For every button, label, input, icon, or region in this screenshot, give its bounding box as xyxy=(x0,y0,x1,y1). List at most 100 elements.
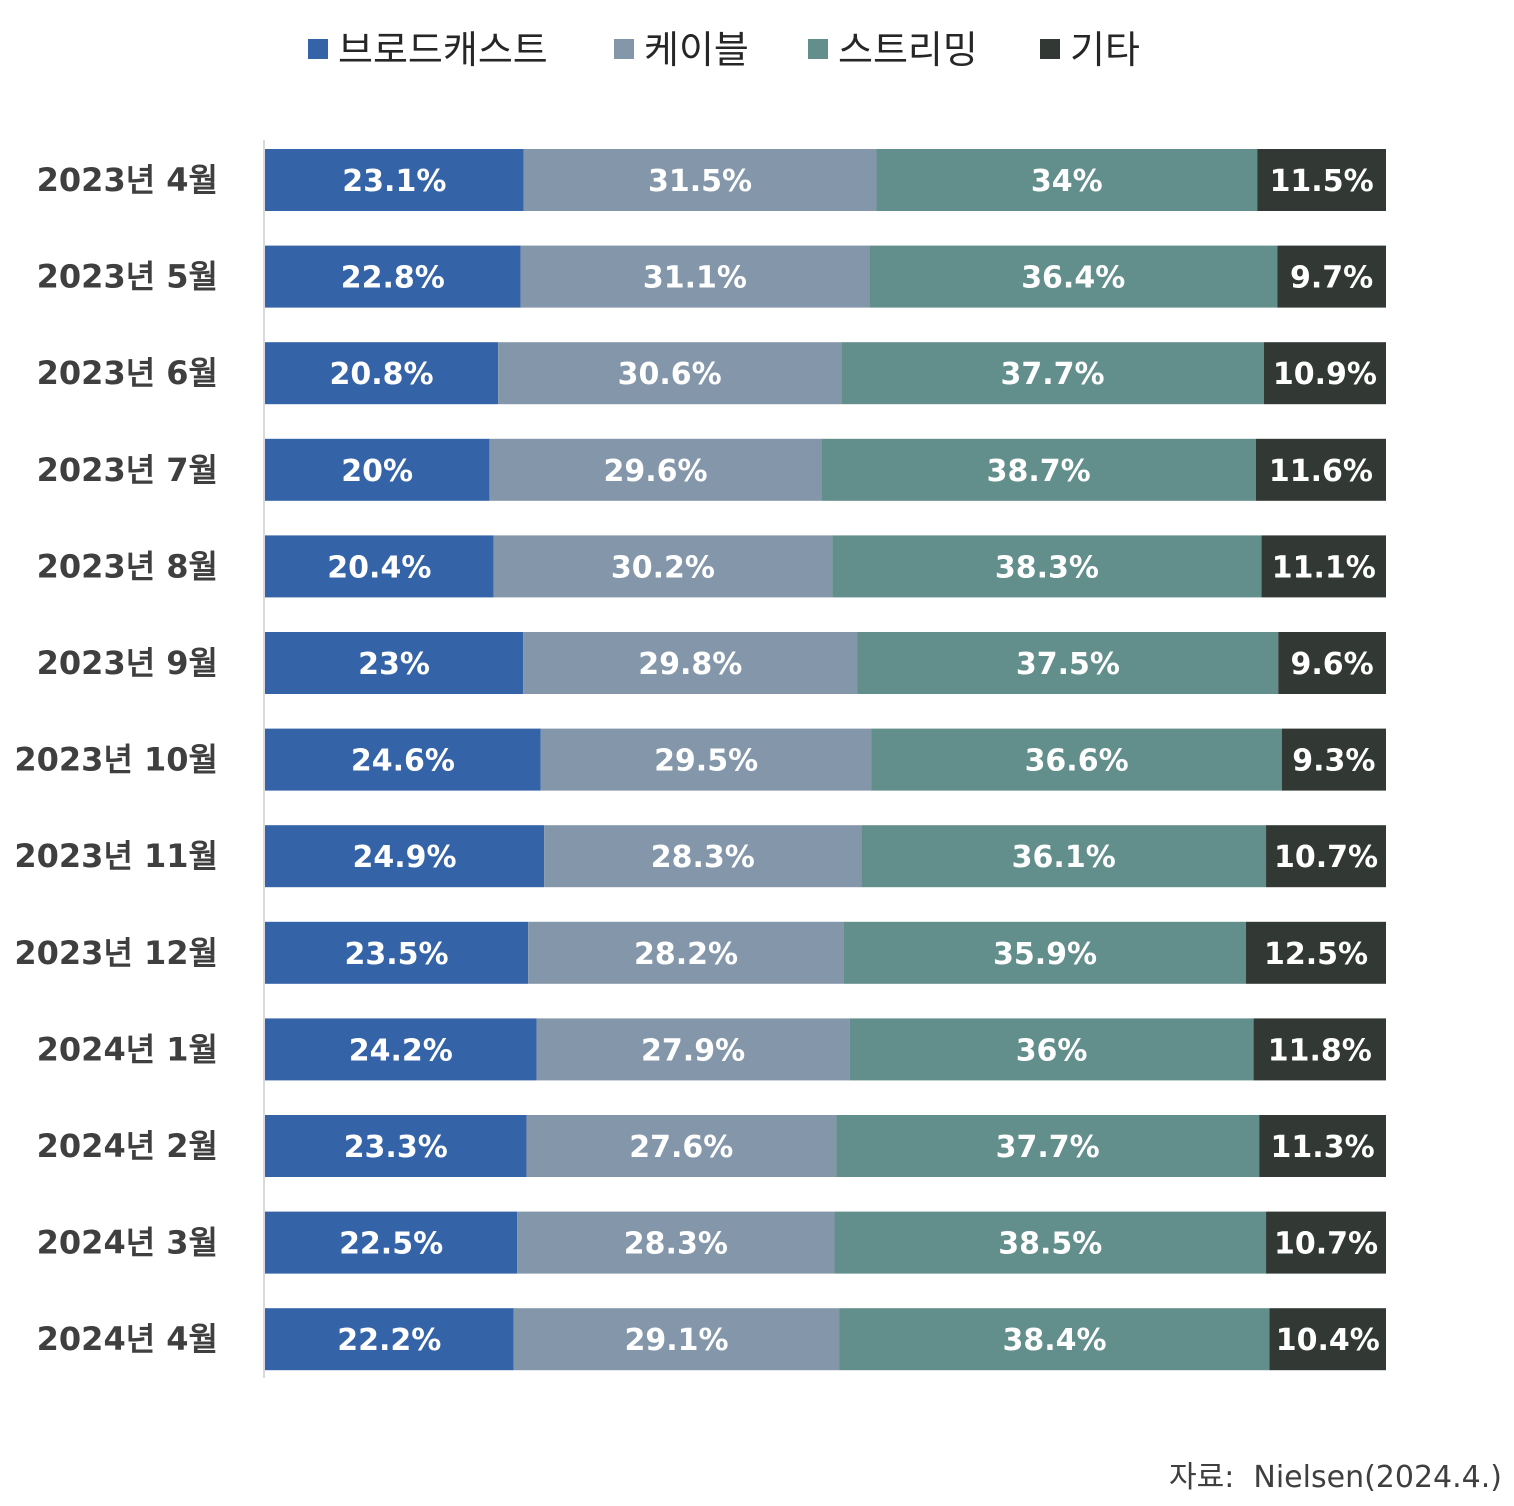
data-label: 29.1% xyxy=(625,1323,729,1358)
data-label: 20.4% xyxy=(327,550,431,585)
bar-segment xyxy=(1246,921,1386,984)
bar-segment xyxy=(1278,632,1386,694)
bar-segment xyxy=(493,535,833,598)
bar-segment xyxy=(265,149,524,211)
category-label: 2023년 7월 xyxy=(37,451,218,489)
bar-segment xyxy=(265,438,490,501)
data-label: 36.1% xyxy=(1012,840,1116,875)
data-label: 37.7% xyxy=(1000,357,1104,392)
category-label: 2023년 12월 xyxy=(14,934,218,972)
bar-segment xyxy=(839,1308,1270,1371)
data-label: 11.6% xyxy=(1269,454,1373,489)
bar-segment xyxy=(498,342,842,405)
category-label: 2024년 1월 xyxy=(37,1030,218,1068)
data-label: 29.5% xyxy=(654,744,758,779)
category-label: 2023년 10월 xyxy=(14,741,218,779)
data-label: 31.5% xyxy=(648,164,752,199)
bar-segment xyxy=(265,1018,537,1081)
category-label: 2023년 11월 xyxy=(14,837,218,875)
data-label: 22.5% xyxy=(339,1227,443,1262)
bar-segment xyxy=(1281,728,1386,791)
data-label: 37.7% xyxy=(996,1130,1100,1165)
data-label: 9.7% xyxy=(1290,261,1373,296)
legend-label: 케이블 xyxy=(644,28,749,72)
data-label: 24.6% xyxy=(351,744,455,779)
bar-segment xyxy=(876,149,1258,211)
bar-segment xyxy=(849,1018,1254,1081)
bar-segment xyxy=(265,245,521,308)
data-label: 10.7% xyxy=(1274,840,1378,875)
category-label: 2023년 4월 xyxy=(37,161,218,199)
bar-segment xyxy=(265,1308,514,1371)
data-label: 10.9% xyxy=(1273,357,1377,392)
legend-item: 기타 xyxy=(1040,28,1140,72)
category-label: 2024년 3월 xyxy=(37,1224,218,1262)
bar-segment xyxy=(1257,149,1386,211)
bar-segment xyxy=(857,632,1279,694)
bar-segment xyxy=(1263,342,1386,405)
legend-swatch xyxy=(614,39,634,59)
bar-segment xyxy=(1259,1115,1386,1177)
bar-segment xyxy=(1277,245,1386,308)
source-note: 자료: Nielsen(2024.4.) xyxy=(1169,1460,1502,1495)
data-label: 10.7% xyxy=(1274,1227,1378,1262)
data-label: 36.6% xyxy=(1025,744,1129,779)
legend: 브로드캐스트 케이블 스트리밍 기타 xyxy=(308,28,1140,72)
bar-segment xyxy=(1253,1018,1386,1081)
category-label: 2023년 9월 xyxy=(37,644,218,682)
data-label: 29.6% xyxy=(603,454,707,489)
bar-segment xyxy=(265,1115,527,1177)
data-label: 23.5% xyxy=(345,937,449,972)
bar-segment xyxy=(265,728,541,791)
data-label: 9.3% xyxy=(1292,744,1375,779)
bar-segment xyxy=(1269,1308,1386,1371)
bar-segment xyxy=(836,1115,1260,1177)
data-label: 28.2% xyxy=(634,937,738,972)
bar-segment xyxy=(528,921,844,984)
data-label: 29.8% xyxy=(638,647,742,682)
data-label: 36.4% xyxy=(1021,261,1125,296)
bar-segment xyxy=(265,825,545,888)
legend-swatch xyxy=(308,39,328,59)
category-label: 2023년 6월 xyxy=(37,354,218,392)
data-label: 35.9% xyxy=(993,937,1097,972)
bar-segment xyxy=(265,632,524,694)
data-label: 11.8% xyxy=(1268,1033,1372,1068)
category-label: 2024년 4월 xyxy=(37,1320,218,1358)
legend-label: 스트리밍 xyxy=(838,28,978,72)
data-label: 20% xyxy=(341,454,413,489)
legend-item: 브로드캐스트 xyxy=(308,28,548,72)
bar-segment xyxy=(526,1115,837,1177)
bar-segment xyxy=(1261,535,1386,598)
bar-segment xyxy=(1266,1211,1386,1274)
data-label: 12.5% xyxy=(1264,937,1368,972)
bar-segment xyxy=(540,728,872,791)
data-label: 31.1% xyxy=(643,261,747,296)
data-label: 27.6% xyxy=(629,1130,733,1165)
bars: 23.1% 31.5% 34% 11.5% 22.8% 31.1% 36.4% 9.7% 20.… xyxy=(265,149,1386,1371)
bar-segment xyxy=(523,632,858,694)
bar-segment xyxy=(520,245,870,308)
data-label: 28.3% xyxy=(624,1227,728,1262)
bar-segment xyxy=(265,921,529,984)
bar-segment xyxy=(861,825,1267,888)
data-label: 24.2% xyxy=(349,1033,453,1068)
data-label: 10.4% xyxy=(1276,1323,1380,1358)
data-label: 23.1% xyxy=(342,164,446,199)
bar-segment xyxy=(544,825,862,888)
data-label: 36% xyxy=(1016,1033,1088,1068)
data-label: 30.2% xyxy=(611,550,715,585)
bar-segment xyxy=(869,245,1278,308)
data-label: 11.1% xyxy=(1272,550,1376,585)
bar-segment xyxy=(265,1211,518,1274)
data-label: 30.6% xyxy=(618,357,722,392)
bar-segment xyxy=(1255,438,1386,501)
data-label: 11.5% xyxy=(1270,164,1374,199)
bar-segment xyxy=(265,535,494,598)
category-labels: 2023년 4월 2023년 5월 2023년 6월 2023년 7월 2023년 8월… xyxy=(14,161,218,1358)
bar-segment xyxy=(871,728,1282,791)
legend-swatch xyxy=(1040,39,1060,59)
legend-item: 스트리밍 xyxy=(808,28,978,72)
data-label: 28.3% xyxy=(651,840,755,875)
